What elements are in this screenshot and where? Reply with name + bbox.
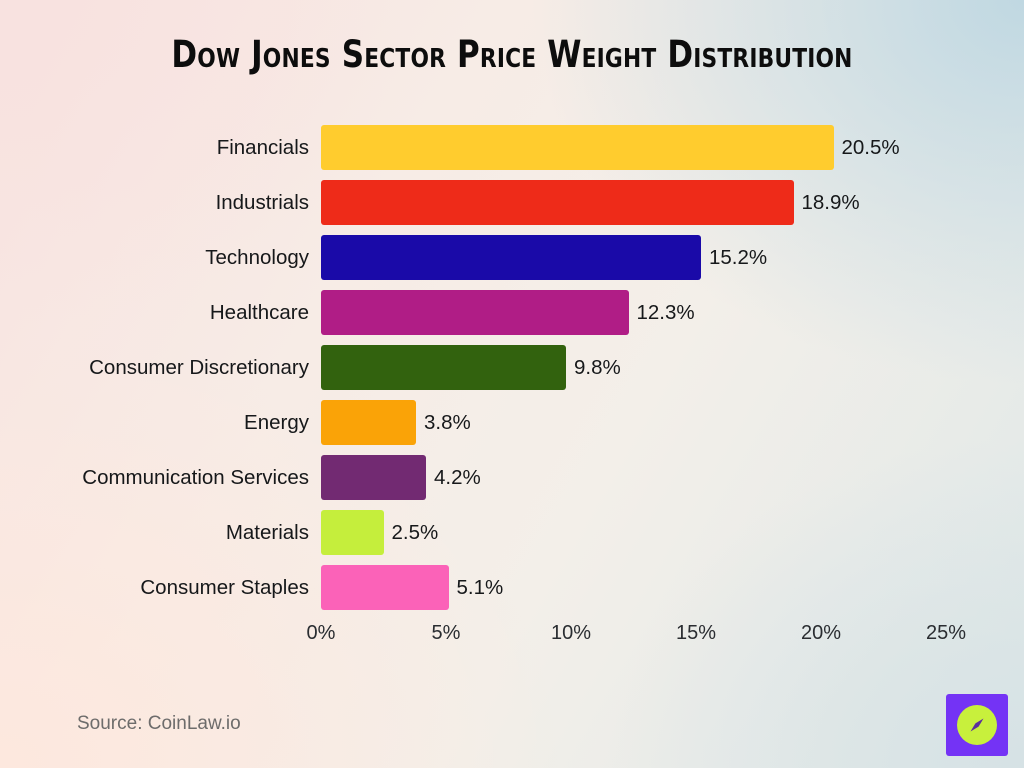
bar-row: Communication Services 4.2% [0, 455, 1024, 500]
bar-value-label: 5.1% [456, 576, 504, 599]
bar[interactable] [321, 235, 701, 280]
bar[interactable] [321, 125, 834, 170]
bar-value-label: 18.9% [801, 191, 860, 214]
category-label: Financials [216, 136, 309, 159]
bar-row: Materials 2.5% [0, 510, 1024, 555]
plot-area: Financials 20.5% Industrials 18.9% Technolog… [0, 118, 1024, 618]
x-axis-tick-label: 0% [306, 622, 336, 644]
bar[interactable] [321, 510, 384, 555]
x-axis-tick-label: 25% [925, 622, 967, 644]
page-title: Dow Jones Sector Price Weight Distributi… [171, 33, 853, 76]
bar[interactable] [321, 180, 794, 225]
x-axis-tick-label: 20% [800, 622, 842, 644]
category-label: Energy [244, 411, 309, 434]
category-label: Technology [205, 246, 309, 269]
category-label: Materials [225, 521, 309, 544]
bar-row: Technology 15.2% [0, 235, 1024, 280]
bar[interactable] [321, 455, 426, 500]
bar-row: Energy 3.8% [0, 400, 1024, 445]
bar-row: Consumer Discretionary 9.8% [0, 345, 1024, 390]
bar-value-label: 2.5% [391, 521, 439, 544]
category-label: Consumer Discretionary [89, 356, 309, 379]
bar-value-label: 20.5% [841, 136, 900, 159]
bar[interactable] [321, 400, 416, 445]
category-label: Consumer Staples [140, 576, 309, 599]
bar-row: Industrials 18.9% [0, 180, 1024, 225]
x-axis-tick-label: 10% [550, 622, 592, 644]
bar-row: Consumer Staples 5.1% [0, 565, 1024, 610]
category-label: Healthcare [209, 301, 309, 324]
x-axis: 0% 5% 10% 15% 20% 25% [0, 622, 1024, 654]
compass-icon [957, 705, 997, 745]
bar-value-label: 12.3% [636, 301, 695, 324]
bar-value-label: 9.8% [574, 356, 621, 379]
bar[interactable] [321, 290, 629, 335]
bar[interactable] [321, 565, 449, 610]
bar-value-label: 3.8% [424, 411, 471, 434]
x-axis-tick-label: 15% [675, 622, 717, 644]
source-note: Source: CoinLaw.io [77, 713, 241, 734]
bar[interactable] [321, 345, 566, 390]
bar-value-label: 15.2% [709, 246, 768, 269]
coinlaw-compass-logo[interactable] [946, 694, 1008, 756]
bar-value-label: 4.2% [434, 466, 481, 489]
bar-row: Healthcare 12.3% [0, 290, 1024, 335]
category-label: Communication Services [82, 466, 309, 489]
x-axis-tick-label: 5% [431, 622, 461, 644]
category-label: Industrials [215, 191, 309, 214]
bar-row: Financials 20.5% [0, 125, 1024, 170]
